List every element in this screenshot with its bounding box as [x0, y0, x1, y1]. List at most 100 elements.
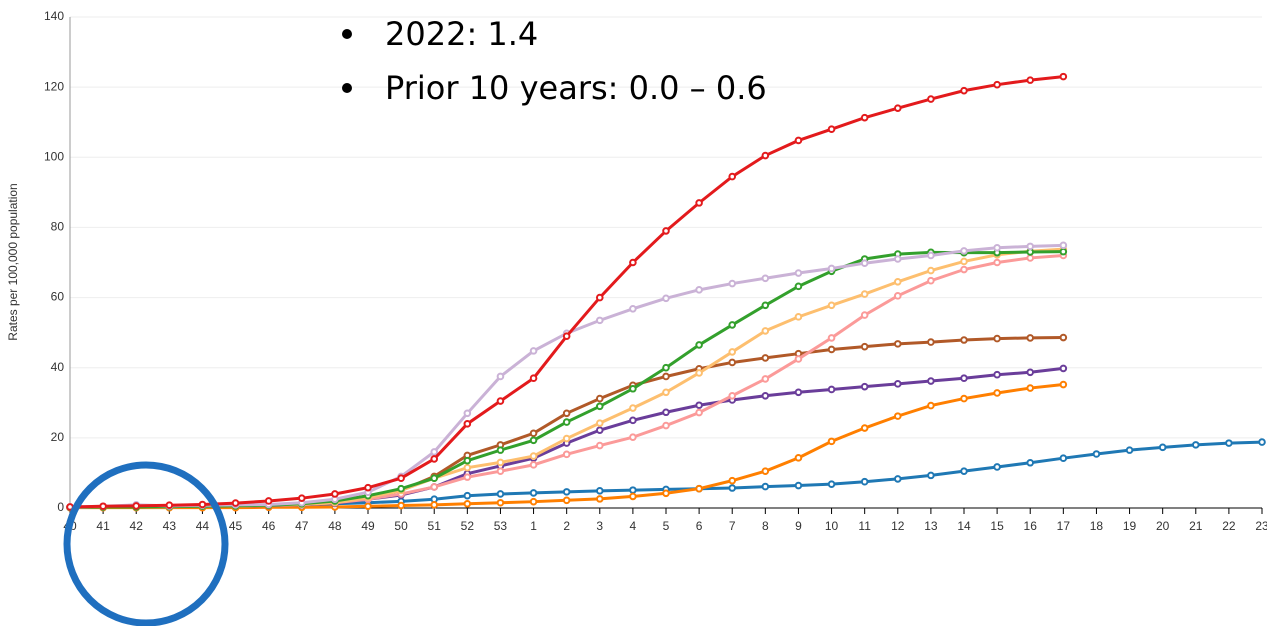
data-point — [629, 258, 637, 267]
data-point — [794, 454, 803, 462]
x-tick-label: 16 — [1024, 519, 1038, 533]
data-point — [595, 316, 604, 325]
data-point — [927, 276, 935, 285]
data-point — [629, 304, 637, 313]
x-tick-label: 12 — [891, 519, 905, 533]
y-tick-label: 100 — [44, 149, 64, 163]
x-tick-label: 11 — [858, 519, 871, 533]
data-point — [496, 490, 505, 498]
y-tick-label: 0 — [57, 500, 64, 514]
data-point — [496, 372, 505, 381]
data-point — [1059, 364, 1068, 373]
data-point — [761, 151, 770, 160]
data-point — [993, 80, 1001, 89]
data-point — [1026, 76, 1035, 84]
data-point — [662, 388, 670, 397]
data-point — [629, 492, 637, 501]
data-point — [595, 487, 604, 495]
data-point — [960, 467, 968, 475]
x-tick-label: 1 — [530, 519, 537, 533]
data-point — [397, 484, 405, 493]
data-point — [927, 266, 935, 275]
data-point — [463, 409, 472, 418]
data-point — [562, 488, 571, 496]
data-point — [595, 293, 604, 302]
data-point — [463, 420, 472, 428]
data-point — [993, 258, 1001, 267]
data-point — [529, 436, 538, 445]
data-point — [761, 274, 770, 283]
data-point — [860, 382, 869, 391]
y-tick-label: 140 — [44, 9, 64, 23]
x-tick-label: 23 — [1255, 519, 1267, 533]
data-point — [629, 486, 637, 494]
data-point — [860, 290, 869, 298]
x-tick-label: 15 — [990, 519, 1004, 533]
data-point — [860, 259, 869, 268]
x-tick-label: 5 — [663, 519, 670, 533]
x-tick-label: 43 — [163, 519, 177, 533]
data-point — [827, 345, 836, 354]
data-point — [562, 450, 571, 459]
series-line — [69, 243, 1064, 509]
x-tick-label: 7 — [729, 519, 736, 533]
data-point — [827, 437, 836, 446]
data-point — [1225, 439, 1233, 447]
x-tick-label: 49 — [361, 519, 375, 533]
data-point — [960, 86, 968, 95]
series — [66, 72, 1068, 511]
data-point — [364, 502, 372, 511]
data-point — [529, 374, 538, 383]
data-point — [1059, 247, 1068, 256]
data-point — [728, 358, 737, 367]
data-point — [595, 441, 604, 450]
x-tick-label: 41 — [96, 519, 110, 533]
data-point — [1092, 450, 1101, 458]
data-point — [761, 482, 770, 491]
data-point — [927, 95, 935, 103]
x-tick-label: 10 — [825, 519, 839, 533]
data-point — [529, 461, 538, 469]
data-point — [827, 125, 836, 134]
data-point — [430, 474, 439, 482]
data-point — [695, 401, 703, 410]
data-point — [1026, 458, 1035, 467]
data-point — [397, 501, 405, 510]
data-point — [695, 408, 703, 417]
data-point — [1026, 368, 1035, 377]
x-tick-label: 21 — [1189, 519, 1203, 533]
x-tick-label: 2 — [563, 519, 570, 533]
data-point — [165, 501, 174, 509]
data-point — [695, 369, 703, 377]
data-point — [827, 264, 836, 273]
data-point — [794, 481, 803, 490]
data-point — [960, 374, 968, 383]
x-tick-label: 4 — [630, 519, 637, 533]
data-point — [529, 497, 538, 506]
data-point — [1026, 254, 1035, 262]
x-tick-label: 48 — [328, 519, 342, 533]
data-point — [860, 477, 869, 486]
data-point — [496, 458, 505, 467]
data-point — [927, 377, 935, 385]
data-point — [761, 354, 770, 362]
data-point — [927, 338, 935, 346]
x-tick-label: 45 — [229, 519, 243, 533]
data-point — [662, 489, 670, 498]
data-point — [1059, 241, 1068, 250]
data-point — [893, 292, 902, 300]
data-point — [960, 247, 968, 255]
data-point — [893, 412, 902, 420]
data-point — [629, 404, 637, 412]
data-point — [595, 495, 604, 503]
data-point — [927, 251, 935, 260]
x-tick-label: 44 — [196, 519, 210, 533]
y-tick-label: 20 — [51, 430, 65, 444]
data-point — [662, 227, 670, 235]
data-point — [529, 347, 538, 355]
data-point — [629, 416, 637, 425]
data-point — [1258, 438, 1266, 446]
data-point — [728, 172, 737, 181]
y-tick-label: 120 — [44, 79, 64, 93]
